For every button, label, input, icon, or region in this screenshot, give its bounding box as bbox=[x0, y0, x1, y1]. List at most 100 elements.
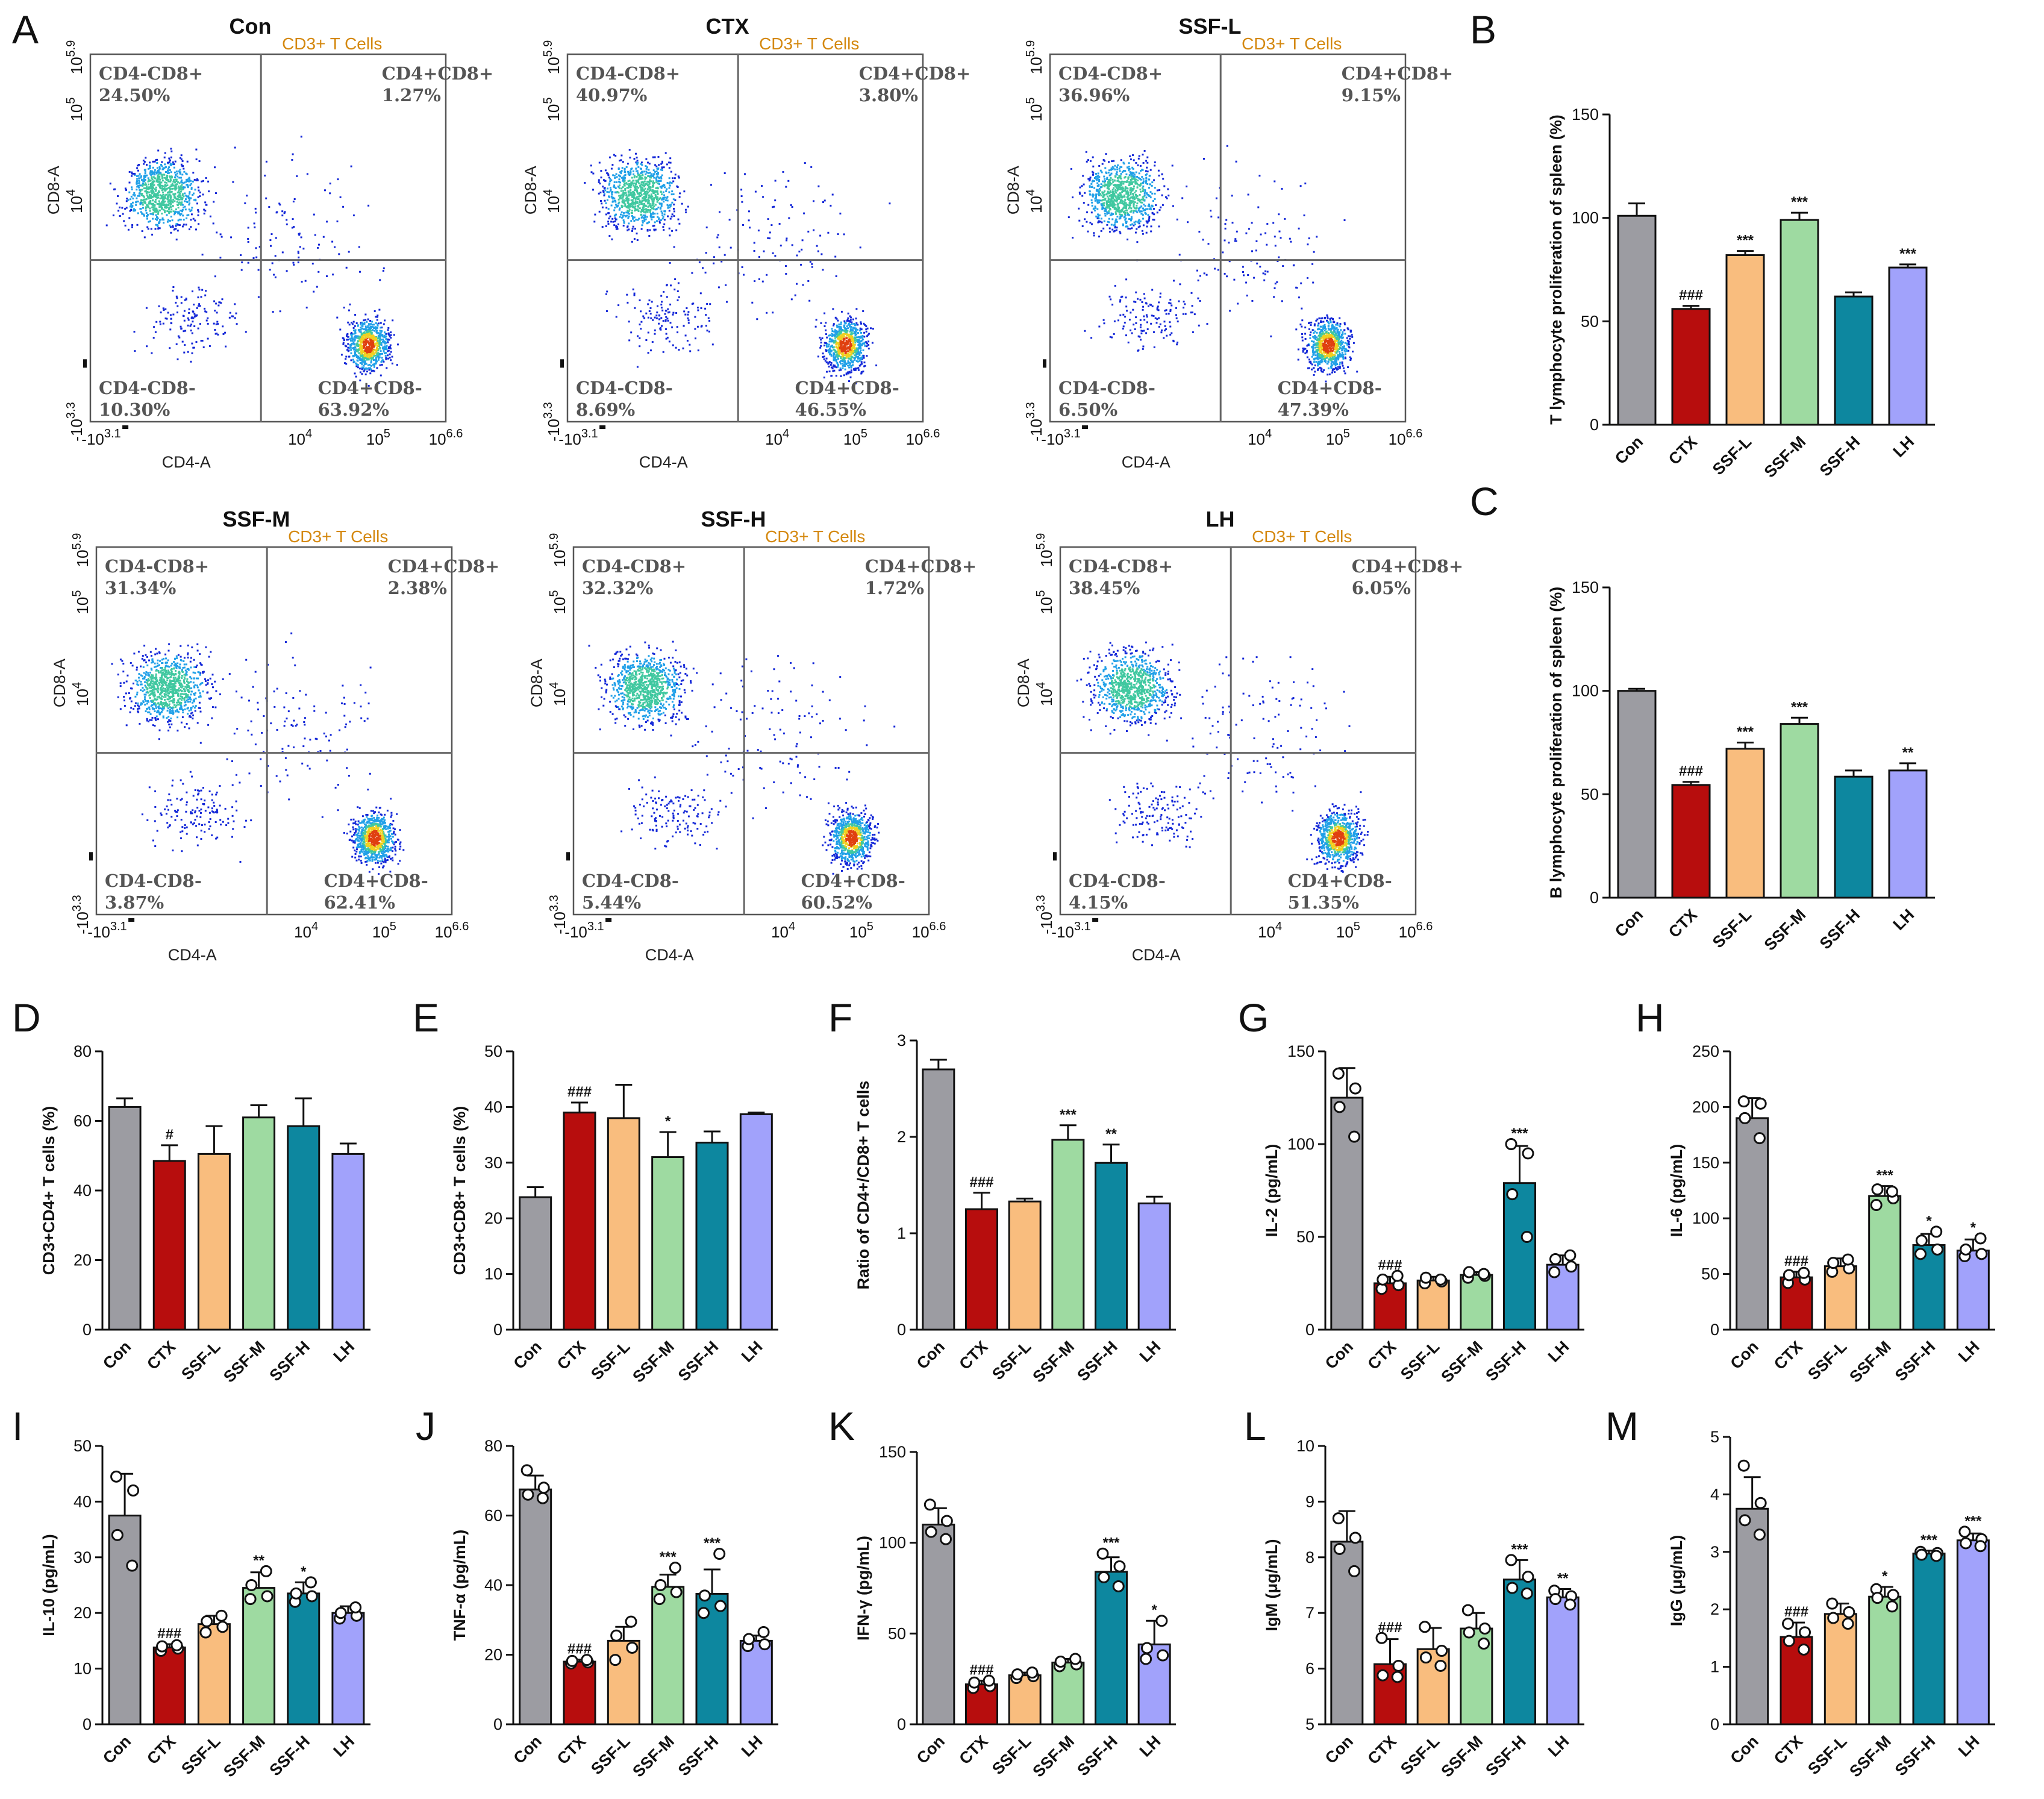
flow-event-dot bbox=[244, 202, 246, 204]
flow-event-dot bbox=[183, 219, 185, 221]
flow-event-dot bbox=[247, 241, 249, 243]
flow-event-dot bbox=[816, 245, 818, 247]
flow-event-dot bbox=[828, 365, 830, 368]
flow-event-dot bbox=[839, 327, 842, 329]
flow-event-dot bbox=[151, 187, 153, 190]
quadrant-upper-right-percent: 1.27% bbox=[382, 85, 441, 105]
flow-event-dot bbox=[388, 346, 390, 348]
flow-event-dot bbox=[763, 250, 765, 252]
flow-event-dot bbox=[1131, 177, 1133, 180]
flow-event-dot bbox=[352, 321, 355, 323]
flow-event-dot bbox=[1138, 155, 1140, 157]
flow-event-dot bbox=[152, 176, 155, 178]
flow-event-dot bbox=[363, 340, 365, 343]
flow-event-dot bbox=[195, 158, 198, 160]
flow-event-dot bbox=[298, 234, 301, 236]
flow-event-dot bbox=[630, 331, 633, 334]
flow-event-dot bbox=[860, 322, 862, 325]
flow-event-dot bbox=[167, 204, 170, 207]
flow-event-dot bbox=[1142, 198, 1145, 200]
flow-event-dot bbox=[740, 189, 743, 191]
flow-event-dot bbox=[147, 228, 149, 230]
flow-event-dot bbox=[840, 334, 842, 337]
flow-event-dot bbox=[148, 188, 150, 190]
quadrant-upper-left-percent: 24.50% bbox=[99, 85, 170, 105]
flow-event-dot bbox=[649, 175, 651, 178]
flow-event-dot bbox=[361, 354, 363, 356]
flow-event-dot bbox=[1111, 178, 1114, 181]
flow-event-dot bbox=[843, 360, 846, 363]
flow-event-dot bbox=[1142, 224, 1145, 227]
flow-event-dot bbox=[1118, 206, 1120, 208]
flow-event-dot bbox=[831, 338, 833, 340]
flow-event-dot bbox=[1128, 174, 1131, 177]
flow-event-dot bbox=[809, 261, 811, 263]
flow-event-dot bbox=[1131, 200, 1133, 202]
flow-event-dot bbox=[674, 174, 677, 176]
flow-event-dot bbox=[164, 197, 166, 199]
flow-event-dot bbox=[1135, 178, 1137, 181]
flow-event-dot bbox=[1091, 186, 1093, 189]
flow-event-dot bbox=[1142, 154, 1144, 156]
flow-event-dot bbox=[650, 349, 652, 352]
flow-event-dot bbox=[860, 371, 863, 374]
flow-event-dot bbox=[840, 357, 842, 359]
flow-event-dot bbox=[175, 174, 177, 176]
flow-event-dot bbox=[655, 208, 658, 210]
flow-event-dot bbox=[1137, 222, 1140, 224]
flow-event-dot bbox=[1093, 232, 1095, 234]
flow-event-dot bbox=[1108, 204, 1110, 206]
flow-event-dot bbox=[373, 355, 375, 357]
flow-event-dot bbox=[1113, 206, 1115, 208]
flow-event-dot bbox=[1090, 211, 1093, 214]
flow-event-dot bbox=[841, 329, 843, 331]
flow-event-dot bbox=[306, 173, 308, 175]
flow-event-dot bbox=[820, 345, 822, 347]
flow-event-dot bbox=[357, 364, 359, 366]
flow-event-dot bbox=[177, 224, 180, 226]
flow-event-dot bbox=[1117, 210, 1120, 212]
flow-event-dot bbox=[668, 227, 670, 230]
flow-event-dot bbox=[164, 163, 166, 166]
flow-event-dot bbox=[652, 208, 655, 210]
flow-event-dot bbox=[1105, 207, 1108, 209]
flow-event-dot bbox=[813, 200, 814, 202]
flow-event-dot bbox=[180, 325, 182, 328]
flow-event-dot bbox=[670, 284, 672, 287]
flow-event-dot bbox=[149, 210, 151, 212]
flow-event-dot bbox=[633, 186, 636, 189]
flow-event-dot bbox=[134, 195, 136, 197]
flow-event-dot bbox=[1105, 209, 1107, 211]
flow-event-dot bbox=[1128, 206, 1131, 208]
flow-event-dot bbox=[654, 171, 656, 173]
flow-event-dot bbox=[208, 190, 210, 193]
flow-event-dot bbox=[152, 190, 155, 193]
flow-event-dot bbox=[622, 178, 624, 180]
flow-event-dot bbox=[828, 348, 831, 351]
flow-event-dot bbox=[608, 177, 610, 179]
flow-event-dot bbox=[598, 161, 601, 164]
flow-event-dot bbox=[161, 165, 163, 167]
flow-event-dot bbox=[132, 198, 134, 199]
flow-event-dot bbox=[672, 344, 674, 346]
flow-event-dot bbox=[1120, 166, 1123, 168]
flow-event-dot bbox=[202, 346, 205, 348]
flow-event-dot bbox=[1148, 195, 1151, 198]
flow-event-dot bbox=[1122, 170, 1125, 172]
flow-event-dot bbox=[147, 177, 149, 180]
flow-event-dot bbox=[608, 217, 610, 220]
flow-event-dot bbox=[635, 183, 637, 186]
flow-event-dot bbox=[598, 179, 600, 181]
flow-event-dot bbox=[146, 226, 149, 228]
quadrant-upper-right-label: CD4+CD8+ bbox=[859, 63, 970, 84]
flow-event-dot bbox=[628, 213, 630, 215]
flow-event-dot bbox=[1118, 180, 1120, 183]
flow-event-dot bbox=[373, 339, 375, 342]
flow-event-dot bbox=[1096, 199, 1098, 201]
flow-event-dot bbox=[270, 245, 272, 247]
flow-event-dot bbox=[292, 261, 295, 264]
flow-event-dot bbox=[1136, 211, 1139, 213]
flow-event-dot bbox=[846, 342, 849, 345]
flow-event-dot bbox=[834, 255, 837, 258]
flow-event-dot bbox=[648, 209, 650, 211]
